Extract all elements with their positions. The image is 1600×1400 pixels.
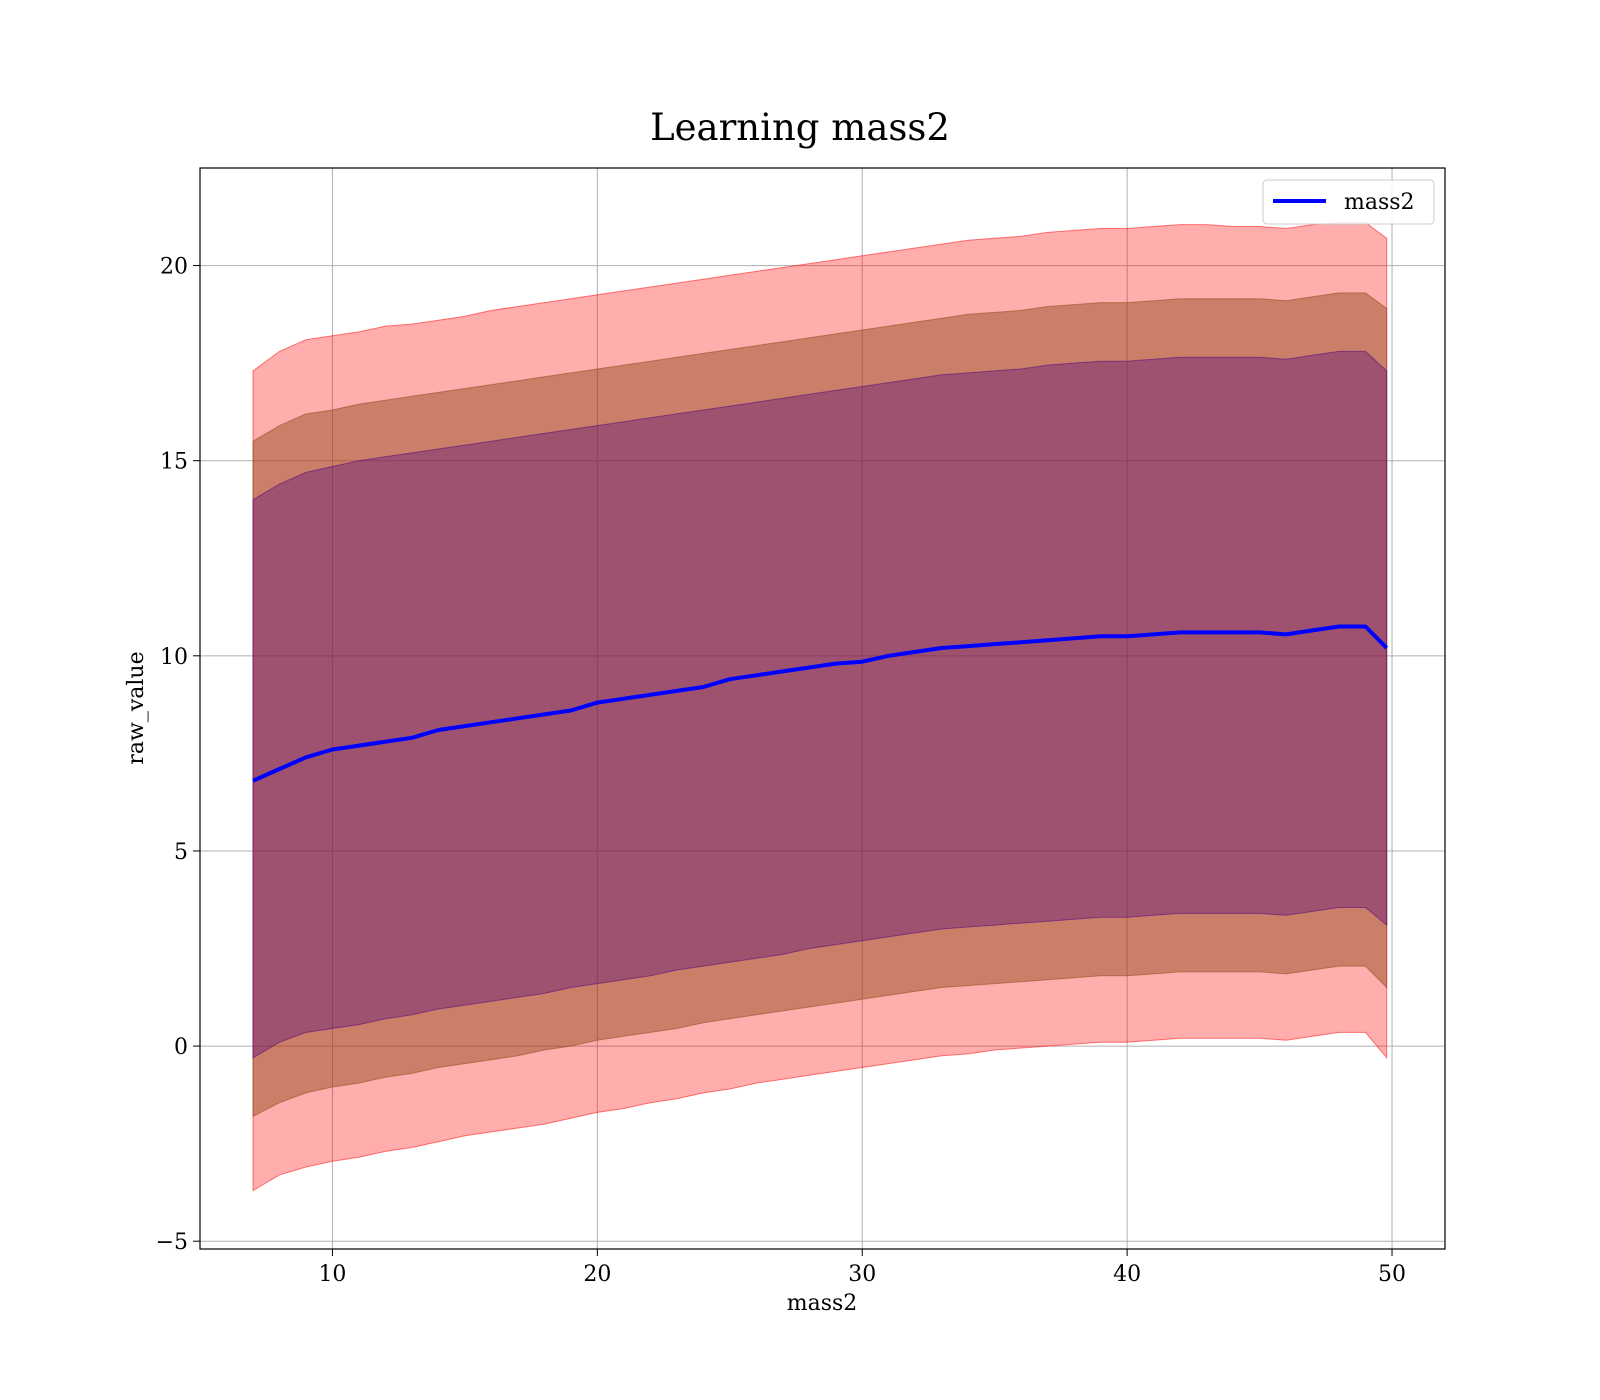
x-tick-label: 40 (1113, 1262, 1141, 1287)
legend-box (1262, 179, 1435, 225)
y-tick-label: 5 (174, 840, 188, 865)
band-3 (252, 350, 1388, 1059)
y-tick-label: 0 (174, 1035, 188, 1060)
legend-label-mass2: mass2 (1344, 190, 1415, 215)
y-tick-label: 15 (160, 450, 188, 475)
series-lines (252, 624, 1389, 783)
x-tick-label: 30 (848, 1262, 876, 1287)
band-1 (252, 222, 1388, 1192)
plot-frame (199, 167, 1446, 1250)
x-tick-label: 20 (583, 1262, 611, 1287)
series-line-mass2 (252, 624, 1389, 783)
x-tick-label: 10 (318, 1262, 346, 1287)
chart-title: Learning mass2 (650, 106, 950, 149)
y-axis-label: raw_value (124, 651, 149, 764)
y-tick-label: 20 (160, 255, 188, 280)
x-tick-label: 50 (1378, 1262, 1406, 1287)
legend: mass2 (1262, 179, 1435, 225)
x-axis-label: mass2 (787, 1291, 858, 1316)
y-tick-label: 10 (160, 645, 188, 670)
band-2 (252, 292, 1388, 1118)
y-axis-ticks: −5 0 5 10 15 20 (156, 255, 200, 1255)
confidence-bands (252, 222, 1388, 1192)
y-tick-label: −5 (156, 1230, 188, 1255)
x-axis-ticks: 10 20 30 40 50 (318, 1249, 1406, 1287)
grid (200, 168, 1445, 1249)
